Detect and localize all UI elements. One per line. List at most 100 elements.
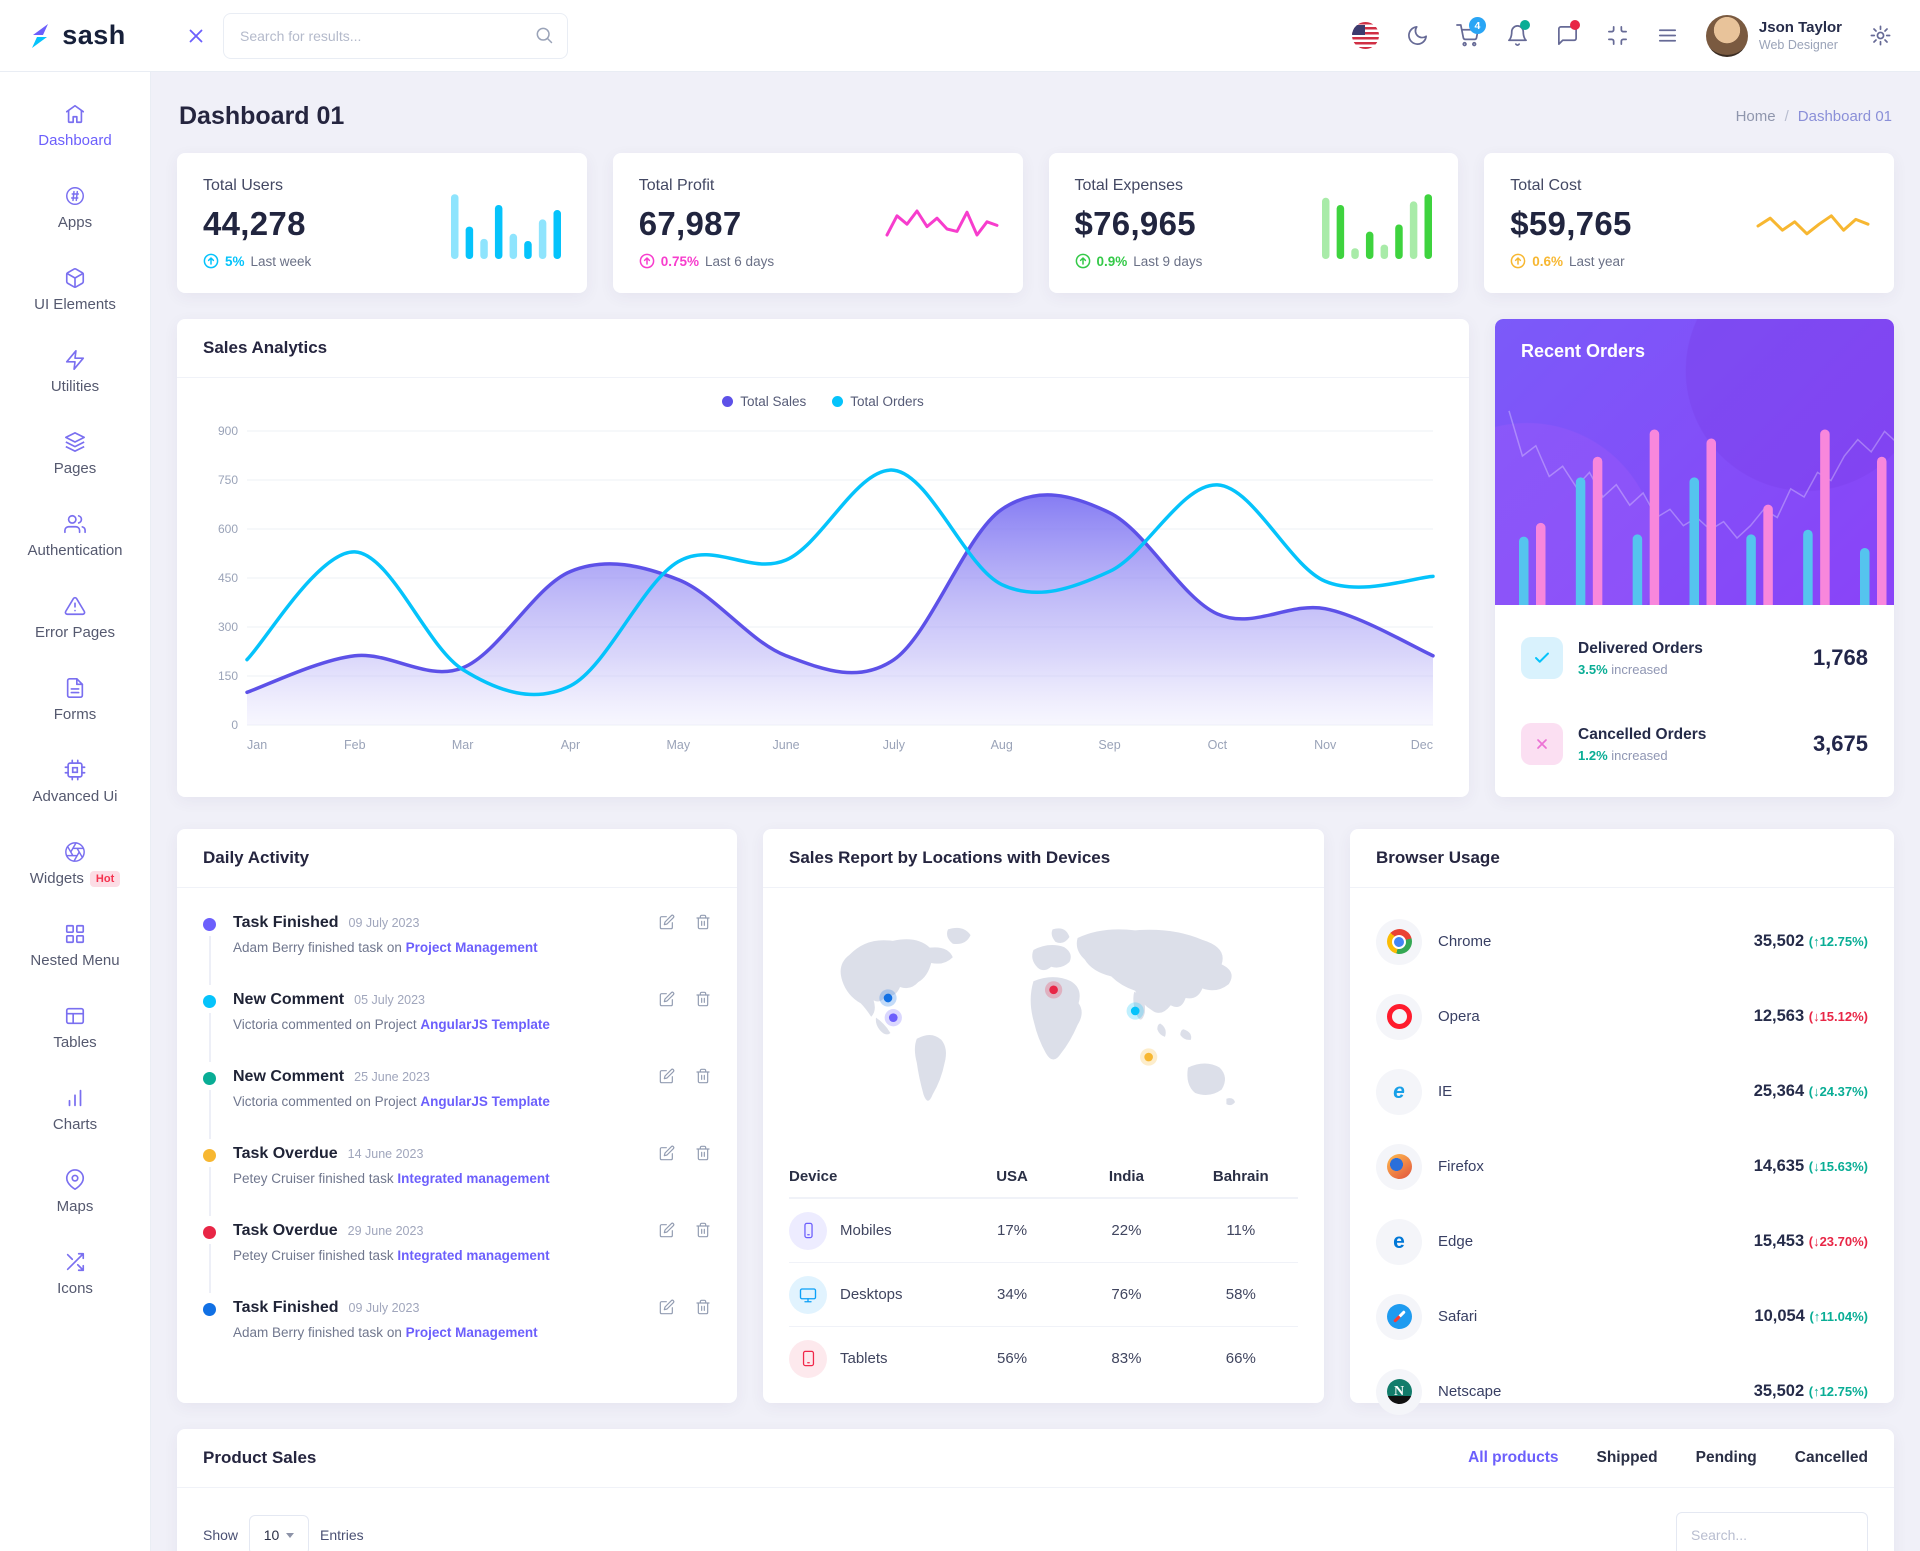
breadcrumb-current[interactable]: Dashboard 01 xyxy=(1797,108,1892,125)
svg-text:Jan: Jan xyxy=(247,738,267,752)
delete-icon[interactable] xyxy=(695,1222,711,1299)
svg-text:Dec: Dec xyxy=(1411,738,1433,752)
sidebar-item-icons[interactable]: Icons xyxy=(0,1240,150,1308)
edit-icon[interactable] xyxy=(659,1145,675,1222)
sidebar-item-utilities[interactable]: Utilities xyxy=(0,338,150,406)
delete-icon[interactable] xyxy=(695,1145,711,1222)
svg-text:0: 0 xyxy=(231,718,238,732)
header-search xyxy=(223,12,568,59)
activity-item: Task Finished 09 July 2023 Adam Berry fin… xyxy=(203,914,711,991)
sidebar-item-forms[interactable]: Forms xyxy=(0,666,150,734)
activity-link[interactable]: Project Management xyxy=(405,1325,538,1340)
svg-text:600: 600 xyxy=(218,522,238,536)
activity-link[interactable]: Integrated management xyxy=(397,1248,550,1263)
profit-sparkline xyxy=(885,209,998,237)
fullscreen-icon[interactable] xyxy=(1606,24,1629,47)
edit-icon[interactable] xyxy=(659,991,675,1068)
check-icon xyxy=(1521,637,1563,679)
product-sales-tabs: All products Shipped Pending Cancelled xyxy=(1468,1449,1868,1467)
search-input[interactable] xyxy=(223,12,568,59)
sidebar-item-advanced-ui[interactable]: Advanced Ui xyxy=(0,748,150,816)
edit-icon[interactable] xyxy=(659,1299,675,1376)
settings-gear-icon[interactable] xyxy=(1869,24,1892,47)
page-size-select[interactable]: 10 xyxy=(249,1515,310,1551)
edge-icon: e xyxy=(1376,1218,1422,1265)
svg-text:Aug: Aug xyxy=(991,738,1013,752)
sidebar-item-widgets[interactable]: Widgets Hot xyxy=(0,830,150,898)
delete-icon[interactable] xyxy=(695,914,711,991)
activity-dot xyxy=(203,1303,216,1316)
legend-total-orders[interactable]: Total Orders xyxy=(832,394,924,409)
browser-row-netscape: N Netscape 35,502 (↑12.75%) xyxy=(1376,1354,1868,1429)
notifications-bell-icon[interactable] xyxy=(1506,20,1530,47)
svg-text:300: 300 xyxy=(218,620,238,634)
table-search xyxy=(1676,1512,1868,1551)
delete-icon[interactable] xyxy=(695,991,711,1068)
expenses-sparkline xyxy=(1322,194,1433,259)
browser-row-safari: Safari 10,054 (↑11.04%) xyxy=(1376,1279,1868,1354)
chart-legend: Total Sales Total Orders xyxy=(177,378,1469,415)
activity-link[interactable]: AngularJS Template xyxy=(420,1094,550,1109)
delete-icon[interactable] xyxy=(695,1299,711,1376)
browser-row-chrome: Chrome 35,502 (↑12.75%) xyxy=(1376,904,1868,979)
sidebar-item-nested-menu[interactable]: Nested Menu xyxy=(0,912,150,980)
hash-circle-icon xyxy=(66,187,84,205)
sidebar: Dashboard Apps UI Elements Utilities Pag… xyxy=(0,72,151,1551)
notification-dot xyxy=(1519,20,1530,30)
chevron-down-icon xyxy=(286,1532,295,1538)
product-sales-card: Product Sales All products Shipped Pendi… xyxy=(177,1429,1894,1551)
sidebar-item-maps[interactable]: Maps xyxy=(0,1158,150,1226)
user-menu[interactable]: Json Taylor Web Designer xyxy=(1705,14,1842,57)
tab-all-products[interactable]: All products xyxy=(1468,1449,1559,1466)
sidebar-item-authentication[interactable]: Authentication xyxy=(0,502,150,570)
menu-list-icon[interactable] xyxy=(1656,24,1679,47)
edit-icon[interactable] xyxy=(659,914,675,991)
sidebar-item-error-pages[interactable]: Error Pages xyxy=(0,584,150,652)
cross-icon xyxy=(1521,723,1563,765)
edit-icon[interactable] xyxy=(659,1222,675,1299)
brand-logo[interactable]: sash xyxy=(0,20,151,51)
language-flag-icon[interactable] xyxy=(1351,22,1379,49)
tab-pending[interactable]: Pending xyxy=(1695,1449,1757,1466)
sidebar-item-ui-elements[interactable]: UI Elements xyxy=(0,256,150,324)
package-icon xyxy=(65,268,85,288)
sidebar-item-pages[interactable]: Pages xyxy=(0,420,150,488)
tab-cancelled[interactable]: Cancelled xyxy=(1794,1449,1868,1466)
sidebar-item-charts[interactable]: Charts xyxy=(0,1076,150,1144)
message-dot xyxy=(1569,20,1580,30)
tab-shipped[interactable]: Shipped xyxy=(1596,1449,1658,1466)
delete-icon[interactable] xyxy=(695,1068,711,1145)
table-row-tablets: Tablets 56% 83% 66% xyxy=(789,1326,1298,1390)
activity-link[interactable]: AngularJS Template xyxy=(420,1017,550,1032)
edit-icon[interactable] xyxy=(659,1068,675,1145)
activity-item: Task Overdue 14 June 2023 Petey Cruiser f… xyxy=(203,1145,711,1222)
top-header: sash 4 xyxy=(0,0,1920,72)
activity-link[interactable]: Integrated management xyxy=(397,1171,550,1186)
sales-analytics-chart: 0 150 300 450 600 750 900 Jan Feb Mar Apr May June Ju… xyxy=(218,424,1435,752)
cart-icon[interactable]: 4 xyxy=(1456,17,1486,47)
daily-activity-card: Daily Activity Task Finished 09 July 2023… xyxy=(177,829,737,1403)
close-icon[interactable] xyxy=(185,25,207,47)
table-row-desktops: Desktops 34% 76% 58% xyxy=(789,1262,1298,1326)
user-name: Json Taylor xyxy=(1758,19,1842,37)
activity-link[interactable]: Project Management xyxy=(405,940,538,955)
sidebar-item-tables[interactable]: Tables xyxy=(0,994,150,1062)
firefox-icon xyxy=(1376,1143,1422,1190)
svg-text:May: May xyxy=(666,738,690,752)
activity-dot xyxy=(203,1226,216,1239)
dark-mode-moon-icon[interactable] xyxy=(1406,24,1429,47)
search-icon[interactable] xyxy=(534,25,554,45)
browser-row-ie: e IE 25,364 (↓24.37%) xyxy=(1376,1054,1868,1129)
delivered-orders-row: Delivered Orders 3.5% increased 1,768 xyxy=(1521,615,1868,701)
sidebar-item-dashboard[interactable]: Dashboard xyxy=(0,92,150,160)
world-map xyxy=(763,888,1324,1156)
zap-icon xyxy=(65,350,85,370)
messages-icon[interactable] xyxy=(1556,20,1580,47)
hot-badge: Hot xyxy=(89,870,121,887)
breadcrumb-home[interactable]: Home xyxy=(1735,108,1776,125)
arrow-up-circle-icon xyxy=(1075,253,1090,269)
table-search-input[interactable] xyxy=(1676,1512,1868,1551)
cart-badge: 4 xyxy=(1468,17,1486,34)
sidebar-item-apps[interactable]: Apps xyxy=(0,174,150,242)
legend-total-sales[interactable]: Total Sales xyxy=(722,394,806,409)
